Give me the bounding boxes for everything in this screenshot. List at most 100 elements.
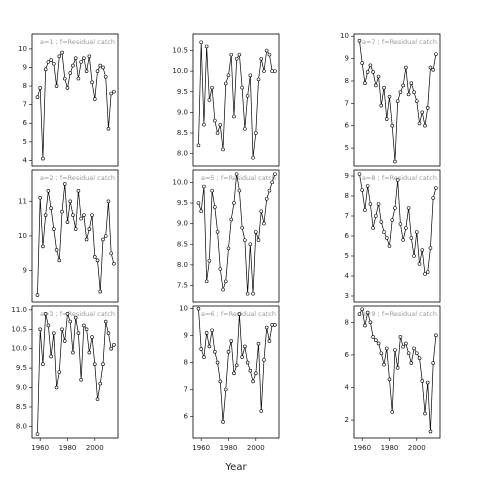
y-tick-label: 8 bbox=[345, 192, 349, 200]
point bbox=[106, 127, 111, 131]
point bbox=[202, 355, 206, 359]
point bbox=[65, 311, 70, 316]
point bbox=[87, 54, 92, 59]
point bbox=[390, 218, 395, 222]
point bbox=[199, 347, 203, 351]
point bbox=[207, 258, 212, 263]
panel-frame bbox=[353, 33, 441, 167]
point bbox=[84, 327, 89, 332]
point bbox=[95, 69, 100, 73]
point bbox=[390, 123, 395, 128]
point bbox=[215, 230, 220, 234]
panel-title: a=1 ; f=Residual catch bbox=[40, 38, 115, 46]
point bbox=[202, 122, 206, 127]
point bbox=[374, 214, 378, 218]
point bbox=[387, 244, 392, 248]
point bbox=[251, 155, 255, 160]
point bbox=[395, 366, 400, 370]
point bbox=[264, 325, 269, 330]
point bbox=[368, 202, 373, 206]
point bbox=[363, 208, 367, 212]
point bbox=[41, 244, 45, 249]
y-tick-label: 9 bbox=[345, 172, 349, 180]
point bbox=[223, 81, 228, 86]
y-tick-label: 10.0 bbox=[11, 345, 27, 353]
point bbox=[379, 351, 384, 356]
y-tick-label: 9.0 bbox=[177, 220, 188, 228]
point bbox=[420, 248, 425, 252]
point bbox=[54, 248, 59, 252]
y-tick-label: 2 bbox=[345, 416, 349, 424]
point bbox=[73, 56, 78, 60]
y-tick-label: 5 bbox=[345, 252, 349, 260]
point bbox=[43, 213, 48, 217]
point bbox=[237, 188, 242, 193]
point bbox=[98, 381, 103, 386]
y-tick-label: 7 bbox=[345, 99, 349, 107]
y-tick-label: 6 bbox=[345, 232, 350, 240]
point bbox=[95, 397, 100, 401]
y-tick-label: 9.5 bbox=[177, 199, 188, 207]
point bbox=[229, 52, 234, 57]
point bbox=[49, 58, 53, 62]
point bbox=[237, 52, 242, 57]
point bbox=[213, 349, 217, 354]
y-tick-label: 10.0 bbox=[172, 67, 188, 75]
point bbox=[406, 351, 411, 356]
point bbox=[199, 40, 203, 45]
point bbox=[109, 251, 113, 256]
point bbox=[199, 209, 203, 214]
y-tick-label: 6 bbox=[345, 122, 350, 130]
point bbox=[384, 346, 389, 351]
point bbox=[259, 209, 264, 214]
point bbox=[253, 230, 258, 234]
point bbox=[420, 379, 425, 383]
point bbox=[223, 279, 228, 284]
point bbox=[38, 195, 42, 200]
point bbox=[264, 48, 269, 53]
x-tick-label: 2000 bbox=[86, 444, 104, 452]
y-tick-label: 8.5 bbox=[16, 403, 27, 411]
point bbox=[196, 306, 201, 311]
y-tick-label: 10.5 bbox=[11, 325, 27, 333]
point bbox=[210, 328, 214, 333]
point bbox=[248, 242, 253, 247]
y-tick-label: 7 bbox=[23, 101, 27, 109]
point bbox=[103, 74, 108, 79]
point bbox=[371, 226, 375, 230]
point bbox=[273, 69, 277, 73]
point bbox=[404, 226, 408, 230]
point bbox=[221, 287, 225, 292]
y-tick-label: 8.5 bbox=[177, 129, 188, 137]
point bbox=[218, 379, 223, 384]
point bbox=[267, 339, 272, 343]
y-tick-label: 9 bbox=[345, 55, 349, 63]
point bbox=[273, 172, 277, 176]
y-tick-label: 9 bbox=[23, 267, 27, 275]
point bbox=[87, 227, 92, 231]
point bbox=[368, 320, 373, 325]
point bbox=[112, 343, 116, 347]
point bbox=[414, 230, 419, 234]
point bbox=[357, 312, 362, 316]
y-tick-label: 8 bbox=[23, 82, 27, 90]
point bbox=[379, 103, 384, 108]
point bbox=[204, 331, 209, 335]
point bbox=[98, 289, 103, 294]
point bbox=[207, 344, 212, 349]
point bbox=[412, 346, 416, 351]
point bbox=[245, 94, 250, 98]
point bbox=[365, 310, 370, 315]
point bbox=[365, 184, 370, 188]
point bbox=[218, 267, 223, 271]
point bbox=[202, 184, 206, 189]
panel-title: a=3 ; f=Residual catch bbox=[40, 310, 115, 318]
point bbox=[409, 236, 414, 240]
point bbox=[62, 76, 67, 81]
point bbox=[256, 238, 261, 242]
point bbox=[387, 377, 392, 382]
point bbox=[406, 206, 411, 210]
point bbox=[46, 323, 51, 328]
point bbox=[101, 65, 105, 70]
